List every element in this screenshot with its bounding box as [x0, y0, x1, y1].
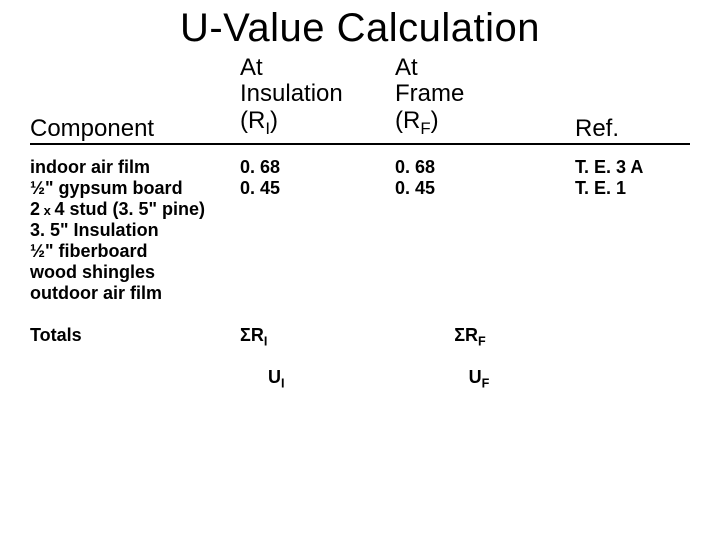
- hdr-at-frame-1: At: [395, 55, 545, 81]
- page-title: U-Value Calculation: [30, 0, 690, 51]
- cell-component: indoor air film: [30, 144, 240, 178]
- cell-rf: 0. 68: [395, 144, 545, 178]
- cell-ri: [240, 283, 395, 304]
- cell-ri: [240, 241, 395, 262]
- table-row: wood shingles: [30, 262, 690, 283]
- cell-component: 3. 5" Insulation: [30, 220, 240, 241]
- table-row: outdoor air film: [30, 283, 690, 304]
- cell-component: wood shingles: [30, 262, 240, 283]
- totals-sigma-ri: ΣRI: [240, 324, 395, 353]
- totals-uf: UF: [395, 366, 545, 395]
- cell-ri: [240, 262, 395, 283]
- cell-component: ½" fiberboard: [30, 241, 240, 262]
- cell-rf: [395, 241, 545, 262]
- hdr-at-frame-2: Frame: [395, 81, 545, 107]
- cell-component: ½" gypsum board: [30, 178, 240, 199]
- cell-ri: [240, 199, 395, 220]
- table-row: 3. 5" Insulation: [30, 220, 690, 241]
- cell-rf: [395, 262, 545, 283]
- hdr-component: Component: [30, 107, 240, 144]
- cell-component: 2 x 4 stud (3. 5" pine): [30, 199, 240, 220]
- cell-ref: [545, 220, 690, 241]
- hdr-at-insulation-1: At: [240, 55, 395, 81]
- cell-rf: [395, 199, 545, 220]
- table-row: indoor air film0. 680. 68T. E. 3 A: [30, 144, 690, 178]
- cell-ref: T. E. 1: [545, 178, 690, 199]
- hdr-ref: Ref.: [545, 107, 690, 144]
- cell-ref: [545, 262, 690, 283]
- cell-ref: [545, 283, 690, 304]
- cell-ri: [240, 220, 395, 241]
- totals-sigma-rf: ΣRF: [395, 324, 545, 353]
- table-row: ½" fiberboard: [30, 241, 690, 262]
- totals-ui: UI: [240, 366, 395, 395]
- table-row: ½" gypsum board0. 450. 45T. E. 1: [30, 178, 690, 199]
- uvalue-table: At At Insulation Frame Component (RI) (R…: [30, 55, 690, 304]
- cell-component: outdoor air film: [30, 283, 240, 304]
- cell-ri: 0. 45: [240, 178, 395, 199]
- totals-label: Totals: [30, 324, 240, 353]
- cell-ref: [545, 199, 690, 220]
- cell-rf: 0. 45: [395, 178, 545, 199]
- table-row: 2 x 4 stud (3. 5" pine): [30, 199, 690, 220]
- cell-ref: T. E. 3 A: [545, 144, 690, 178]
- hdr-at-insulation-2: Insulation: [240, 81, 395, 107]
- hdr-rf: (RF): [395, 107, 545, 144]
- hdr-ri: (RI): [240, 107, 395, 144]
- cell-ref: [545, 241, 690, 262]
- cell-rf: [395, 220, 545, 241]
- cell-rf: [395, 283, 545, 304]
- cell-ri: 0. 68: [240, 144, 395, 178]
